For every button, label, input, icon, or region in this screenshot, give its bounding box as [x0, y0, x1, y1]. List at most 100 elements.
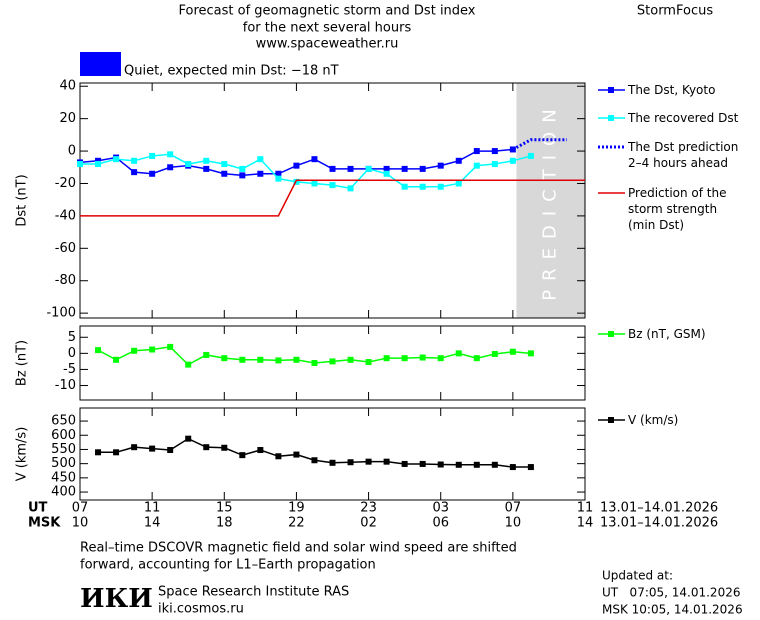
- data-point: [491, 350, 498, 357]
- data-point: [239, 356, 246, 363]
- status: Quiet, expected min Dst: −18 nT: [124, 64, 339, 79]
- y-tick-label: -40: [55, 208, 76, 223]
- data-point: [77, 161, 83, 168]
- data-point: [149, 346, 156, 353]
- y-tick-label: 5: [68, 330, 76, 345]
- data-point: [239, 172, 246, 179]
- data-point: [293, 451, 300, 458]
- data-point: [275, 175, 282, 182]
- x-tick-label: 11: [577, 501, 594, 516]
- note: Real–time DSCOVR magnetic field and sola…: [80, 541, 517, 556]
- data-point: [401, 460, 408, 467]
- x-tick-label-msk: 06: [432, 516, 449, 531]
- data-point: [203, 444, 210, 451]
- legend-label: Prediction of the storm strength (min Ds…: [628, 186, 727, 232]
- data-point: [383, 170, 390, 177]
- data-point: [401, 165, 408, 172]
- data-point: [455, 180, 462, 187]
- data-point: [347, 356, 354, 363]
- data-point: [257, 356, 264, 363]
- data-point: [437, 183, 444, 190]
- data-point: [329, 358, 336, 365]
- y-tick-label: 550: [51, 442, 76, 457]
- data-point: [221, 444, 228, 451]
- data-point: [221, 355, 228, 362]
- data-point: [275, 357, 282, 364]
- data-point: [293, 162, 300, 169]
- updated-msk: MSK 10:05, 14.01.2026: [602, 603, 743, 617]
- x-tick-label-msk: 18: [216, 516, 233, 531]
- x-tick-label: 11: [144, 501, 161, 516]
- url: iki.cosmos.ru: [158, 602, 244, 617]
- series-line: [512, 138, 567, 151]
- data-point: [401, 355, 408, 362]
- y-axis-label: Dst (nT): [15, 174, 30, 226]
- x-tick-label-msk: 10: [72, 516, 89, 531]
- y-tick-label: 650: [51, 414, 76, 429]
- x-tick-label: 07: [505, 501, 522, 516]
- y-tick-label: 600: [51, 428, 76, 443]
- data-point: [185, 161, 192, 168]
- data-point: [221, 170, 228, 177]
- prediction-zone: [516, 83, 585, 318]
- data-point: [203, 157, 210, 164]
- x-tick-label: 23: [360, 501, 377, 516]
- logo: ИКИ: [80, 584, 153, 614]
- data-point: [437, 461, 444, 468]
- data-point: [419, 460, 426, 467]
- plot-frame: [79, 407, 586, 501]
- data-point: [95, 347, 102, 354]
- legend-label: The recovered Dst: [628, 111, 739, 125]
- institute: Space Research Institute RAS: [158, 585, 349, 600]
- data-point: [275, 170, 282, 177]
- updated-title: Updated at:: [602, 569, 673, 583]
- data-point: [401, 183, 408, 190]
- data-point: [527, 152, 534, 159]
- data-point: [509, 348, 516, 355]
- data-point: [329, 459, 336, 466]
- data-point: [257, 447, 264, 454]
- data-point: [113, 356, 120, 363]
- x-tick-label-msk: 22: [288, 516, 305, 531]
- series-line: [80, 153, 532, 190]
- y-tick-label: 20: [59, 111, 76, 126]
- data-point: [347, 165, 354, 172]
- x-tick-label-msk: 02: [360, 516, 377, 531]
- y-axis-label: Bz (nT): [15, 340, 30, 386]
- series-line: [80, 179, 585, 217]
- data-point: [527, 464, 534, 471]
- legend-marker: [608, 115, 614, 121]
- data-point: [437, 355, 444, 362]
- msk-label: MSK: [28, 516, 61, 531]
- data-point: [311, 457, 318, 464]
- data-point: [131, 444, 138, 451]
- legend-label: Bz (nT, GSM): [628, 327, 706, 341]
- ut-label: UT: [28, 501, 48, 516]
- x-tick-label: 19: [288, 501, 305, 516]
- data-point: [149, 445, 156, 452]
- data-point: [167, 164, 174, 171]
- prediction-label: PREDICTION: [540, 100, 561, 300]
- data-point: [239, 165, 246, 172]
- legend-label: The Dst prediction 2–4 hours ahead: [628, 140, 739, 170]
- data-point: [347, 459, 354, 466]
- x-tick-label: 07: [72, 501, 89, 516]
- data-point: [383, 355, 390, 362]
- data-point: [149, 152, 156, 159]
- plot-frame: [79, 325, 586, 401]
- y-tick-label: 0: [68, 346, 76, 361]
- data-point: [311, 360, 318, 366]
- legend-marker: [608, 331, 614, 337]
- data-point: [203, 165, 210, 172]
- data-point: [257, 156, 264, 163]
- data-point: [419, 354, 426, 361]
- data-point: [329, 165, 336, 172]
- y-tick-label: -60: [55, 241, 76, 256]
- data-point: [131, 347, 138, 354]
- legend-label: The Dst, Kyoto: [628, 83, 716, 97]
- data-point: [437, 162, 444, 169]
- x-tick-label-msk: 10: [505, 516, 522, 531]
- data-point: [455, 157, 462, 164]
- data-point: [383, 458, 390, 465]
